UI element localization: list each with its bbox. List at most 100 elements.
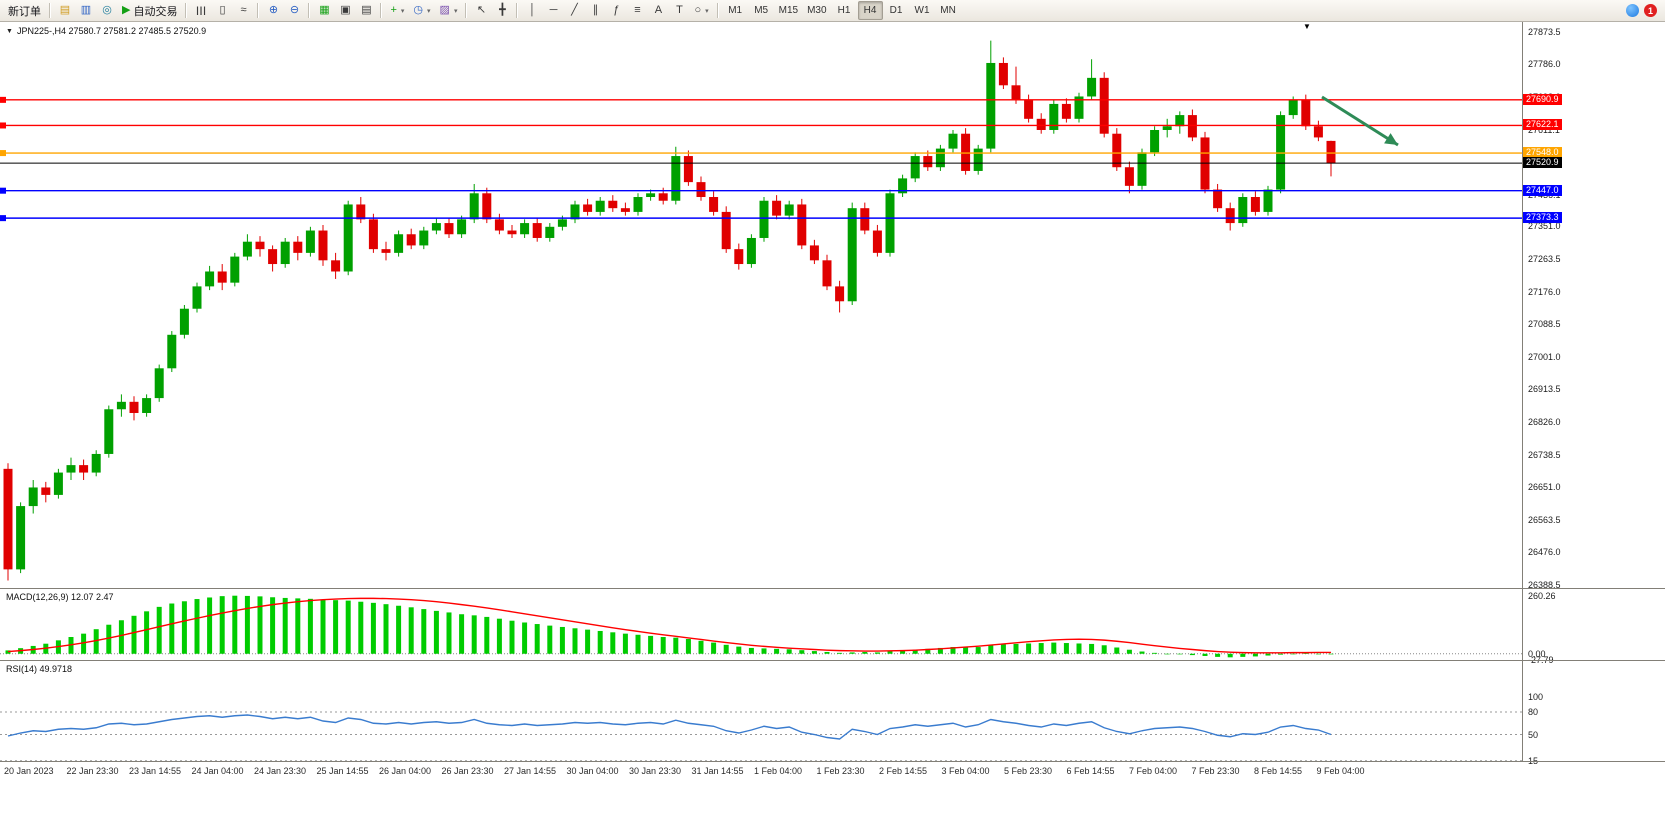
vertical-line-icon: │ (529, 4, 536, 16)
axis-label: 27351.0 (1528, 221, 1561, 232)
rsi-panel[interactable] (0, 661, 1522, 761)
timeframe-H4[interactable]: H4 (857, 1, 883, 20)
time-label: 30 Jan 04:00 (566, 766, 619, 776)
axis-label: 26476.0 (1528, 547, 1561, 558)
toolbar-right: 1 (1626, 4, 1661, 17)
panel-divider[interactable] (0, 660, 1665, 661)
text-icon: A (654, 4, 663, 16)
bar-chart-button[interactable]: ||| (191, 1, 211, 20)
time-label: 30 Jan 23:30 (629, 766, 682, 776)
axis-label: 27088.5 (1528, 319, 1561, 330)
auto-trading-button[interactable]: ▶ 自动交易 (118, 1, 181, 20)
cascade-windows-icon: ▣ (340, 4, 351, 16)
notification-badge[interactable]: 1 (1644, 4, 1657, 17)
community-icon[interactable] (1626, 4, 1639, 17)
levels-button[interactable]: ≡ (627, 1, 647, 20)
text-button[interactable]: A (648, 1, 668, 20)
indicators-button[interactable]: + ▾ (386, 1, 408, 20)
crosshair-icon: ╋ (499, 4, 506, 16)
macd-signal-line[interactable] (7, 597, 1331, 654)
time-label: 27 Jan 14:55 (504, 766, 557, 776)
timeframe-M30[interactable]: M30 (803, 1, 830, 20)
time-label: 20 Jan 2023 (4, 766, 54, 776)
price-level-label: 27373.3 (1523, 212, 1562, 224)
time-label: 31 Jan 14:55 (691, 766, 744, 776)
profiles-button[interactable]: ▤ (55, 1, 75, 20)
time-label: 3 Feb 04:00 (941, 766, 990, 776)
toolbar-separator (185, 3, 188, 18)
candlestick-icon: ▯ (219, 4, 226, 16)
timeframe-MN[interactable]: MN (936, 1, 961, 20)
symbol-ohlc-text: JPN225-,H4 27580.7 27581.2 27485.5 27520… (16, 26, 207, 36)
time-label: 5 Feb 23:30 (1004, 766, 1053, 776)
price-level-label: 27622.1 (1523, 119, 1562, 131)
fibonacci-button[interactable]: ƒ (606, 1, 626, 20)
crosshair-button[interactable]: ╋ (492, 1, 512, 20)
symbol-expand-icon[interactable]: ▼ (6, 27, 13, 35)
horizontal-line-button[interactable]: ─ (543, 1, 563, 20)
symbol-info: ▼ JPN225-,H4 27580.7 27581.2 27485.5 275… (6, 26, 206, 36)
axis-label: 27001.0 (1528, 351, 1561, 362)
time-label: 8 Feb 14:55 (1254, 766, 1303, 776)
periods-button[interactable]: ◷ ▾ (409, 1, 434, 20)
trend-arrow-annotation[interactable] (1321, 95, 1399, 147)
axis-label: 26826.0 (1528, 416, 1561, 427)
tile-windows-button[interactable]: ▦ (314, 1, 334, 20)
trendline-button[interactable]: ╱ (564, 1, 584, 20)
line-chart-button[interactable]: ≈ (233, 1, 253, 20)
zoom-in-button[interactable]: ⊕ (263, 1, 283, 20)
time-label: 25 Jan 14:55 (316, 766, 369, 776)
axis-label: -27.79 (1528, 654, 1554, 665)
timeframe-M15[interactable]: M15 (775, 1, 802, 20)
axis-label: 0.00 (1528, 648, 1546, 659)
new-order-button[interactable]: 新订单 (4, 1, 45, 20)
arrange-windows-button[interactable]: ▤ (356, 1, 376, 20)
templates-button[interactable]: ▨ ▾ (436, 1, 462, 20)
price-axis[interactable]: 27873.527786.027698.627611.127523.627436… (1522, 22, 1665, 766)
panel-divider[interactable] (0, 588, 1665, 589)
time-label: 7 Feb 04:00 (1129, 766, 1178, 776)
candlestick-button[interactable]: ▯ (212, 1, 232, 20)
macd-histogram[interactable] (5, 595, 1334, 658)
rsi-line[interactable] (7, 714, 1332, 740)
candles-layer[interactable] (3, 40, 1336, 581)
timeframe-D1[interactable]: D1 (884, 1, 909, 20)
market-watch-icon: ▥ (80, 4, 92, 16)
time-label: 1 Feb 04:00 (754, 766, 803, 776)
cascade-windows-button[interactable]: ▣ (335, 1, 355, 20)
arrange-windows-icon: ▤ (361, 4, 372, 16)
timeframe-W1[interactable]: W1 (910, 1, 935, 20)
channel-button[interactable]: ∥ (585, 1, 605, 20)
cursor-icon: ↖ (476, 4, 487, 16)
zoom-out-button[interactable]: ⊖ (284, 1, 304, 20)
shapes-button[interactable]: ○ ▾ (690, 1, 712, 20)
scroll-anchor-icon[interactable]: ▼ (1303, 22, 1311, 31)
time-axis[interactable]: 20 Jan 2023 22 Jan 23:30 23 Jan 14:55 24 Ja… (0, 762, 1522, 782)
vertical-line-button[interactable]: │ (522, 1, 542, 20)
timeframe-M5[interactable]: M5 (749, 1, 774, 20)
horizontal-level-lines[interactable] (0, 96, 1522, 222)
chevron-down-icon: ▾ (400, 7, 405, 15)
axis-label: 26651.0 (1528, 482, 1561, 493)
cursor-button[interactable]: ↖ (471, 1, 491, 20)
indicators-icon: + (390, 4, 397, 16)
levels-icon: ≡ (634, 4, 641, 16)
toolbar-separator (465, 3, 468, 18)
axis-label: 26913.5 (1528, 384, 1561, 395)
rsi-level-lines[interactable] (0, 711, 1522, 761)
price-chart[interactable] (0, 22, 1522, 588)
axis-label: 27873.5 (1528, 26, 1561, 37)
axis-label: 50 (1528, 729, 1539, 740)
macd-panel[interactable] (0, 589, 1522, 660)
time-label: 6 Feb 14:55 (1066, 766, 1115, 776)
timeframe-M1[interactable]: M1 (723, 1, 748, 20)
time-label: 26 Jan 23:30 (441, 766, 494, 776)
navigator-button[interactable]: ◎ (97, 1, 117, 20)
axis-label: 100 (1528, 692, 1544, 702)
label-button[interactable]: T (669, 1, 689, 20)
price-level-label: 27690.9 (1523, 93, 1562, 105)
market-watch-button[interactable]: ▥ (76, 1, 96, 20)
timeframe-H1[interactable]: H1 (832, 1, 857, 20)
templates-icon: ▨ (439, 4, 450, 16)
toolbar-separator (49, 3, 51, 18)
